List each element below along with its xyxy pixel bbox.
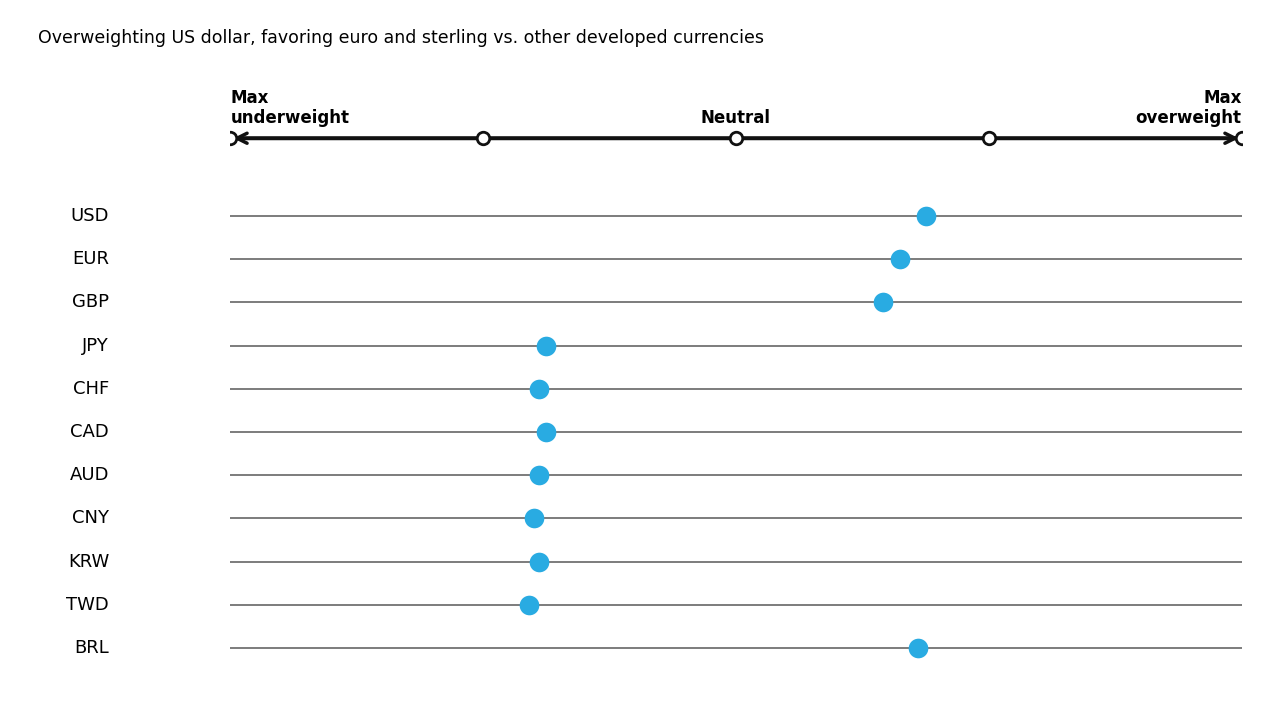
Point (518, 599, 539, 611)
Point (908, 642, 928, 654)
Point (915, 210, 936, 222)
Text: JPY: JPY (82, 336, 109, 354)
Text: CAD: CAD (70, 423, 109, 441)
Text: CHF: CHF (73, 379, 109, 397)
Text: USD: USD (70, 207, 109, 225)
Point (890, 253, 910, 265)
Text: Neutral: Neutral (701, 109, 771, 127)
Text: Max
overweight: Max overweight (1135, 89, 1242, 127)
Point (536, 340, 557, 351)
Text: BRL: BRL (74, 639, 109, 657)
Point (536, 426, 557, 438)
Text: KRW: KRW (68, 553, 109, 570)
Point (524, 513, 544, 524)
Text: TWD: TWD (67, 596, 109, 613)
Point (529, 383, 549, 395)
Point (873, 297, 893, 308)
Text: Overweighting US dollar, favoring euro and sterling vs. other developed currenci: Overweighting US dollar, favoring euro a… (38, 29, 764, 47)
Text: EUR: EUR (72, 250, 109, 268)
Point (529, 556, 549, 567)
Point (529, 469, 549, 481)
Text: Max
underweight: Max underweight (230, 89, 349, 127)
Text: GBP: GBP (72, 294, 109, 311)
Text: AUD: AUD (69, 467, 109, 484)
Text: CNY: CNY (72, 510, 109, 527)
